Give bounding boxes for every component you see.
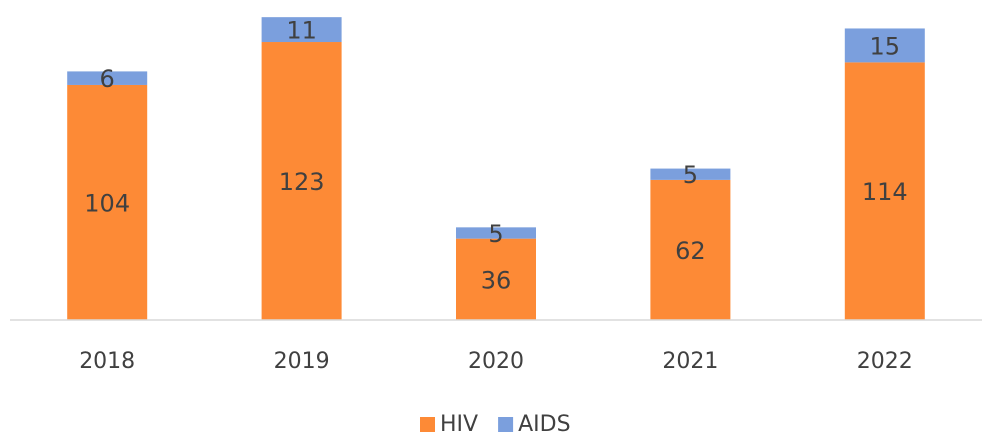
bar-segment [844, 62, 925, 321]
data-label: 15 [870, 32, 901, 60]
x-tick-label: 2020 [468, 349, 524, 374]
bar-segment [456, 238, 536, 320]
data-label: 5 [488, 220, 503, 248]
bar-segment [261, 17, 342, 43]
data-label: 123 [279, 168, 325, 196]
bar-segment [456, 227, 536, 239]
bar-segment [261, 42, 342, 321]
x-tick-label: 2021 [662, 349, 718, 374]
bar-segment [650, 179, 731, 320]
data-label: 5 [683, 161, 698, 189]
legend-swatch [498, 417, 514, 432]
x-tick-label: 2018 [79, 349, 135, 374]
data-label: 36 [481, 266, 512, 294]
legend-label: HIV [440, 412, 478, 433]
legend-swatch [420, 417, 435, 432]
bar-segment [844, 28, 925, 63]
data-label: 114 [862, 178, 908, 206]
data-label: 6 [100, 65, 115, 93]
bar-segment [67, 84, 148, 321]
bar-segment [650, 168, 731, 180]
x-tick-label: 2019 [274, 349, 330, 374]
bar-segment [67, 71, 148, 85]
data-label: 104 [84, 189, 130, 217]
legend-label: AIDS [518, 412, 570, 433]
data-label: 11 [286, 17, 317, 45]
data-label: 62 [675, 237, 706, 265]
x-tick-label: 2022 [857, 349, 913, 374]
